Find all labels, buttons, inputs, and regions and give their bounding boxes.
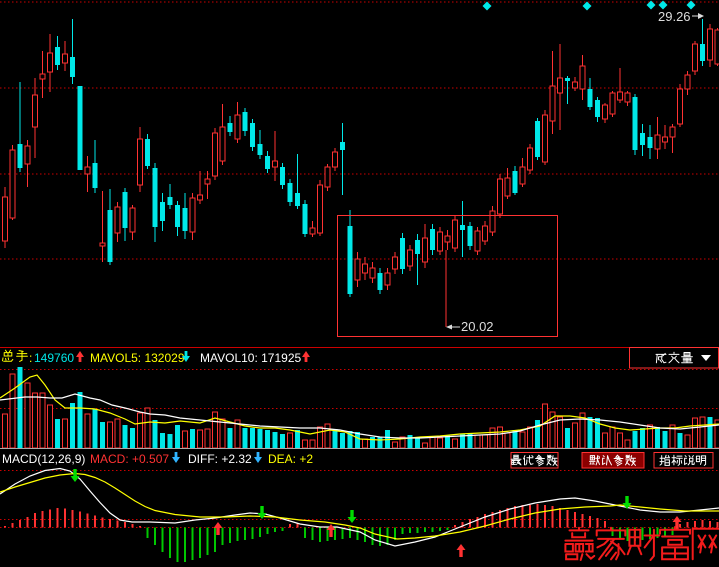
svg-text:149760: 149760 — [34, 351, 74, 365]
svg-text:DEA: +2: DEA: +2 — [268, 452, 313, 466]
svg-text::: : — [29, 351, 32, 365]
svg-text:MACD(12,26,9): MACD(12,26,9) — [2, 452, 85, 466]
svg-text:MAVOL10: 171925: MAVOL10: 171925 — [200, 351, 302, 365]
svg-text:MAVOL5: 132029: MAVOL5: 132029 — [90, 351, 185, 365]
svg-text:MACD: +0.507: MACD: +0.507 — [90, 452, 169, 466]
svg-text:DIFF: +2.32: DIFF: +2.32 — [188, 452, 252, 466]
svg-text:20.02: 20.02 — [461, 319, 494, 334]
svg-text:29.26: 29.26 — [658, 9, 691, 24]
